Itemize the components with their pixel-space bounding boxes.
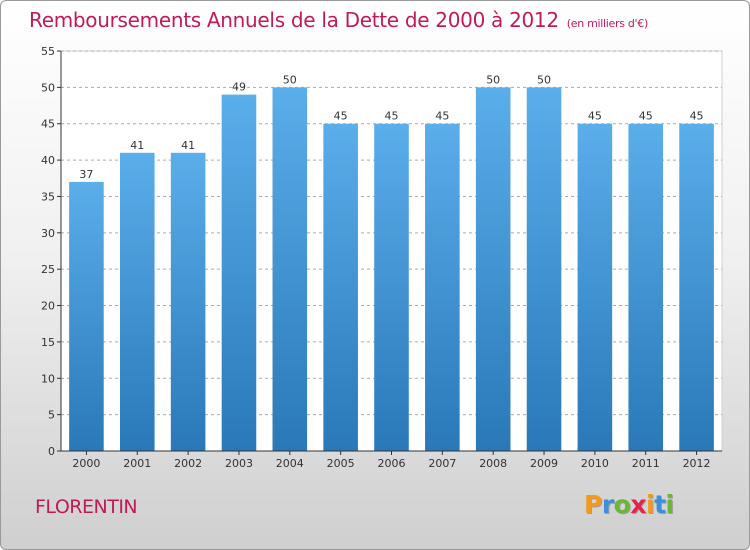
bar-value-label: 50 [486,73,500,86]
y-tick-label: 15 [41,336,55,349]
bar-value-label: 41 [130,139,144,152]
y-tick-label: 40 [41,154,55,167]
y-tick-label: 45 [41,118,55,131]
x-tick-label: 2010 [581,457,609,470]
logo-letter: t [654,490,666,519]
x-tick-label: 2011 [632,457,660,470]
logo-letter: P [584,490,602,519]
x-tick-label: 2002 [174,457,202,470]
y-tick-label: 55 [41,45,55,58]
x-tick-label: 2012 [683,457,711,470]
x-tick-label: 2001 [123,457,151,470]
y-tick-label: 20 [41,300,55,313]
bar [425,123,460,452]
axes: 0 5 10 15 20 25 30 35 40 45 50 55 2000 2001 2002 2003 20… [41,45,722,470]
x-tick-label: 2005 [327,457,355,470]
proxiti-logo: Proxiti [584,490,674,519]
bar-value-label: 50 [283,73,297,86]
logo-letter: o [613,490,631,519]
x-tick-label: 2006 [378,457,406,470]
x-tick-label: 2007 [428,457,456,470]
y-tick-label: 10 [41,372,55,385]
bar-value-label: 49 [232,81,246,94]
x-tick-label: 2009 [530,457,558,470]
bar-value-label: 37 [79,168,93,181]
y-tick-label: 0 [48,445,55,458]
bar [221,94,257,452]
bar-value-label: 45 [385,110,399,123]
logo-letter: x [630,490,646,519]
bar-value-label: 45 [690,110,704,123]
commune-name: FLORENTIN [35,496,138,518]
bar [170,152,206,451]
unit-label: (en milliers d'€) [566,17,648,30]
bar [323,123,358,452]
bar [526,87,562,451]
y-tick-label: 35 [41,190,55,203]
bar [679,123,714,452]
logo-letter: r [601,490,614,519]
bar [628,123,664,452]
bar [69,181,104,451]
x-tick-label: 2004 [276,457,304,470]
bar-value-label: 50 [537,73,551,86]
bar [475,87,511,451]
bar-value-label: 45 [334,110,348,123]
logo-letter: i [665,490,675,519]
bar-value-label: 45 [639,110,653,123]
x-tick-label: 2003 [225,457,253,470]
y-tick-label: 25 [41,263,55,276]
bar [577,123,613,452]
bar-value-label: 45 [435,110,449,123]
bar [119,152,155,451]
bars: 37 41 41 49 50 45 45 45 50 50 45 45 45 [69,73,714,452]
y-tick-label: 30 [41,227,55,240]
bar [272,87,308,451]
bar-value-label: 45 [588,110,602,123]
y-tick-label: 50 [41,81,55,94]
bar [374,123,409,452]
chart-title: Remboursements Annuels de la Dette de 20… [29,8,648,32]
logo-letter: i [646,490,655,519]
x-tick-label: 2008 [479,457,507,470]
bar-value-label: 41 [181,139,195,152]
title-text: Remboursements Annuels de la Dette de 20… [29,8,559,32]
y-tick-label: 5 [48,409,55,422]
x-tick-label: 2000 [72,457,100,470]
